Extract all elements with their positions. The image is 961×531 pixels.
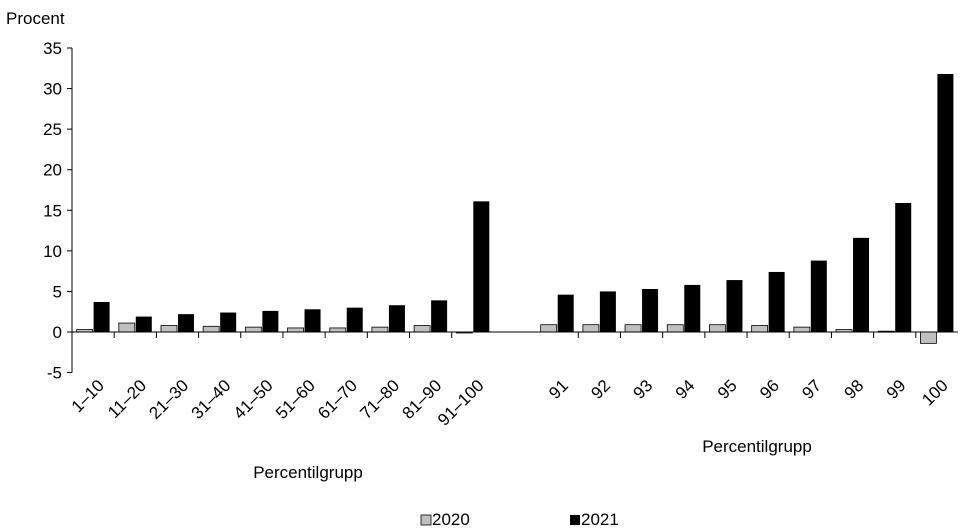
y-tick-label: 0 — [53, 323, 62, 342]
axes — [71, 48, 958, 373]
bar-2021-top-5 — [726, 280, 743, 332]
y-tick-label: -5 — [47, 364, 62, 383]
x-axis-tick-labels: 1–1011–2021–3031–4041–5051–6061–7071–808… — [68, 376, 952, 430]
x-tick-label: 1–10 — [68, 376, 108, 416]
bar-2021-top-7 — [810, 260, 827, 332]
bar-2020-top-7 — [793, 326, 811, 333]
bar-2020-group-7 — [329, 327, 347, 333]
x-tick-label: 51–60 — [272, 376, 319, 423]
bar-2021-group-6 — [304, 309, 321, 332]
x-tick-label: 100 — [918, 376, 951, 409]
x-tick-label: 41–50 — [230, 376, 277, 423]
bar-2020-group-5 — [244, 326, 262, 333]
x-tick-label: 97 — [798, 376, 825, 403]
bar-2021-top-2 — [599, 291, 616, 332]
bar-2021-top-1 — [557, 294, 574, 332]
bars — [76, 73, 954, 344]
x-tick-label: 91–100 — [434, 376, 488, 430]
y-tick-label: 5 — [53, 282, 62, 301]
bar-2020-group-9 — [413, 325, 431, 333]
legend: 2020 2021 — [420, 510, 619, 529]
bar-2021-group-5 — [262, 310, 279, 332]
bar-2020-group-3 — [160, 325, 178, 333]
bar-2020-top-10 — [920, 331, 937, 344]
y-tick-label: 35 — [43, 39, 62, 58]
y-tick-label: 30 — [43, 80, 62, 99]
y-axis-ticks: 35 30 25 20 15 10 5 0 -5 — [43, 39, 72, 383]
legend-label-2021: 2021 — [581, 510, 619, 529]
bar-2021-top-3 — [642, 288, 659, 332]
x-axis-title-left: Percentilgrupp — [253, 463, 363, 482]
y-tick-label: 25 — [43, 120, 62, 139]
bar-2020-group-8 — [371, 326, 389, 333]
bar-2021-top-6 — [768, 271, 785, 332]
bar-2021-group-10 — [473, 201, 490, 332]
x-tick-label: 92 — [587, 376, 614, 403]
bar-2021-group-7 — [346, 307, 363, 332]
x-tick-label: 99 — [883, 376, 910, 403]
bar-2020-top-5 — [709, 324, 726, 333]
y-tick-label: 10 — [43, 242, 62, 261]
legend-swatch-2020 — [420, 514, 432, 526]
bar-2020-top-3 — [624, 324, 642, 333]
y-tick-label: 20 — [43, 161, 62, 180]
x-axis-title-right: Percentilgrupp — [702, 437, 812, 456]
bar-2021-group-8 — [388, 305, 405, 332]
y-axis-title: Procent — [6, 9, 65, 28]
x-tick-label: 94 — [672, 376, 699, 403]
bar-2021-top-4 — [684, 284, 701, 332]
bar-2020-top-1 — [540, 324, 558, 333]
x-tick-label: 96 — [756, 376, 783, 403]
x-tick-label: 61–70 — [314, 376, 361, 423]
x-tick-label: 71–80 — [356, 376, 403, 423]
bar-2021-group-9 — [431, 300, 448, 332]
y-tick-label: 15 — [43, 201, 62, 220]
x-tick-label: 11–20 — [104, 376, 150, 422]
bar-2021-top-8 — [853, 237, 870, 332]
bar-2021-group-2 — [135, 316, 152, 332]
bar-2020-group-4 — [202, 325, 220, 333]
x-tick-label: 21–30 — [145, 376, 192, 423]
bar-2021-group-4 — [220, 312, 237, 332]
bar-2020-top-4 — [666, 324, 684, 333]
x-tick-label: 31–40 — [188, 376, 235, 423]
x-tick-label: 91 — [545, 376, 572, 403]
legend-swatch-2021 — [570, 515, 580, 525]
bar-2021-top-10 — [937, 73, 954, 333]
bar-2020-group-2 — [118, 322, 136, 333]
bar-2020-top-6 — [751, 325, 769, 333]
bar-2021-group-3 — [177, 314, 194, 332]
x-tick-label: 95 — [714, 376, 741, 403]
bar-2020-group-6 — [287, 327, 304, 333]
x-tick-label: 98 — [841, 376, 868, 403]
bar-2021-group-1 — [93, 301, 110, 332]
bar-2021-top-9 — [895, 202, 912, 332]
legend-label-2020: 2020 — [432, 510, 470, 529]
bar-2020-top-2 — [582, 324, 600, 333]
x-tick-label: 93 — [630, 376, 657, 403]
